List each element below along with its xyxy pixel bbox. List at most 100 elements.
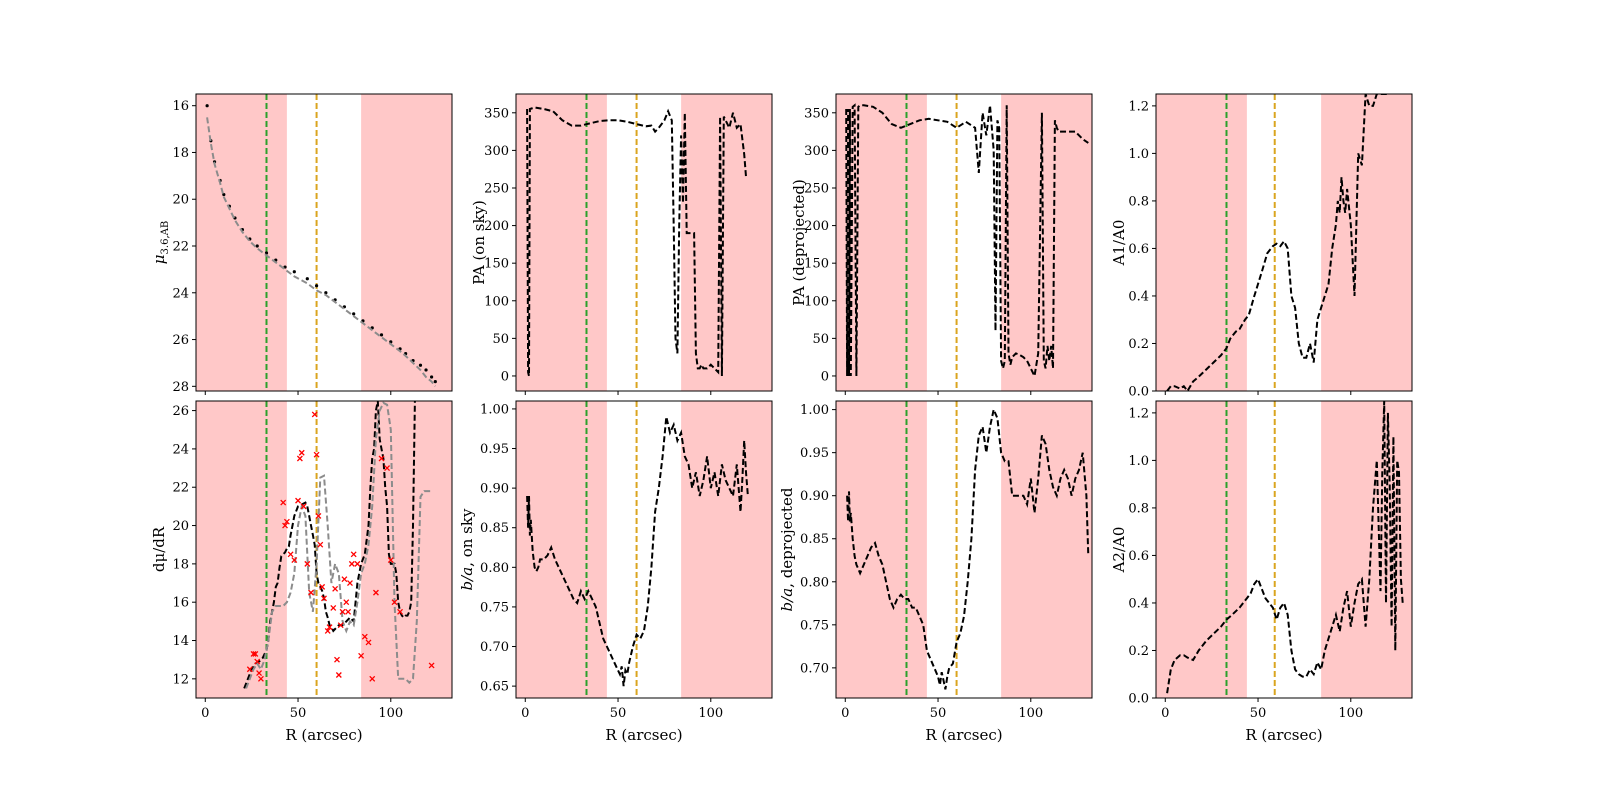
y-tick-label: 250 bbox=[804, 181, 829, 196]
y-tick-label: 0.75 bbox=[480, 600, 509, 615]
plot-frame bbox=[835, 93, 1093, 392]
marker-x bbox=[295, 497, 301, 504]
plot-frame bbox=[1155, 93, 1413, 392]
x-tick-label: 50 bbox=[610, 706, 627, 721]
x-axis-label: R (arcsec) bbox=[925, 726, 1002, 744]
marker-x bbox=[428, 662, 435, 669]
shaded-region-0 bbox=[196, 401, 287, 698]
y-axis-label: PA (on sky) bbox=[470, 200, 488, 285]
x-axis-label: R (arcsec) bbox=[605, 726, 682, 744]
data-point bbox=[418, 363, 423, 367]
marker-x bbox=[315, 513, 322, 519]
marker-x bbox=[326, 624, 333, 631]
x-tick-label: 50 bbox=[1250, 706, 1267, 721]
marker-x bbox=[311, 411, 318, 418]
marker-x bbox=[291, 557, 298, 563]
marker-x bbox=[335, 672, 342, 678]
marker-x bbox=[348, 560, 355, 567]
x-tick-label: 0 bbox=[521, 706, 529, 721]
y-tick-label: 14 bbox=[172, 634, 189, 649]
data-point bbox=[433, 380, 437, 384]
marker-x bbox=[332, 585, 339, 592]
panel-pa-deproj: 0 50 100 150 200 250 300 350 PA (deprojected) bbox=[790, 93, 1093, 395]
marker-x bbox=[257, 675, 264, 682]
marker-x bbox=[250, 650, 257, 657]
y-tick-label: 100 bbox=[804, 294, 829, 309]
plot-frame bbox=[515, 93, 773, 392]
y-tick-label: 0 bbox=[821, 369, 829, 384]
x-tick-label: 100 bbox=[698, 706, 723, 721]
y-axis-label: A2/A0 bbox=[1110, 527, 1128, 574]
series-line-gray bbox=[245, 401, 432, 689]
series-line-black bbox=[845, 103, 1089, 380]
shaded-region-1 bbox=[1001, 94, 1092, 391]
shaded-region-0 bbox=[836, 401, 927, 698]
y-tick-label: 0.4 bbox=[1128, 596, 1149, 611]
shaded-region-1 bbox=[1321, 94, 1412, 391]
marker-x bbox=[354, 560, 361, 567]
marker-x bbox=[384, 465, 391, 472]
y-tick-label: 1.00 bbox=[480, 402, 509, 417]
y-tick-label: 50 bbox=[812, 332, 829, 347]
series-line-black bbox=[1166, 94, 1388, 391]
data-point bbox=[352, 312, 356, 316]
series-line-black bbox=[526, 106, 747, 377]
y-tick-label: 0.95 bbox=[800, 446, 829, 461]
series-line-black bbox=[1166, 401, 1404, 694]
y-tick-label: 16 bbox=[172, 596, 189, 611]
y-tick-label: 0.85 bbox=[800, 532, 829, 547]
plot-frame bbox=[195, 400, 453, 699]
x-axis-label: R (arcsec) bbox=[285, 726, 362, 744]
y-tick-label: 0.65 bbox=[480, 680, 509, 695]
marker-x bbox=[397, 608, 404, 615]
marker-x bbox=[350, 551, 357, 558]
y-axis-label: μ3.6,AB bbox=[150, 221, 171, 264]
y-tick-label: 28 bbox=[172, 380, 189, 395]
x-tick-label: 50 bbox=[930, 706, 947, 721]
y-tick-label: 26 bbox=[172, 333, 189, 348]
marker-x bbox=[361, 633, 368, 640]
marker-x bbox=[300, 503, 307, 510]
y-tick-label: 0.70 bbox=[480, 640, 509, 655]
marker-x bbox=[365, 639, 372, 646]
y-tick-label: 250 bbox=[484, 181, 509, 196]
marker-x bbox=[358, 652, 365, 659]
x-axis-label: R (arcsec) bbox=[1245, 726, 1322, 744]
marker-x bbox=[313, 451, 320, 458]
y-tick-label: 0.95 bbox=[480, 442, 509, 457]
y-tick-label: 0 bbox=[501, 369, 509, 384]
x-tick-label: 100 bbox=[1338, 706, 1363, 721]
panel-ba-deproj: 0 50 100 0.70 0.75 0.80 0.85 0.90 0.95 1.00 b/a, d… bbox=[778, 400, 1093, 744]
y-axis-label: b/a, deprojected bbox=[778, 487, 796, 611]
shaded-region-1 bbox=[1321, 401, 1412, 698]
y-tick-label: 0.80 bbox=[480, 561, 509, 576]
data-point bbox=[379, 333, 384, 337]
panel-a2-a0: 0 50 100 0.0 0.2 0.4 0.6 0.8 1.0 1.2 A2/A0 R (arcse… bbox=[1110, 400, 1413, 744]
y-tick-label: 0.0 bbox=[1128, 385, 1149, 400]
y-axis-label: PA (deprojected) bbox=[790, 179, 808, 306]
y-tick-label: 24 bbox=[172, 286, 189, 301]
marker-x bbox=[319, 583, 326, 590]
data-point bbox=[305, 277, 309, 281]
marker-x bbox=[343, 599, 350, 606]
data-point bbox=[222, 192, 226, 197]
marker-x bbox=[378, 455, 385, 462]
marker-x bbox=[317, 541, 324, 548]
y-tick-label: 16 bbox=[172, 99, 189, 114]
shaded-region-1 bbox=[681, 401, 772, 698]
marker-x bbox=[280, 499, 287, 506]
y-tick-label: 0.75 bbox=[800, 618, 829, 633]
data-point bbox=[205, 104, 209, 108]
y-tick-label: 18 bbox=[172, 146, 189, 161]
data-point bbox=[314, 284, 319, 288]
marker-x bbox=[341, 576, 348, 583]
marker-x bbox=[246, 666, 253, 673]
y-tick-label: 26 bbox=[172, 404, 189, 419]
plot-frame bbox=[195, 93, 453, 392]
marker-x bbox=[287, 551, 294, 558]
y-tick-label: 1.0 bbox=[1128, 454, 1149, 469]
y-tick-label: 100 bbox=[484, 294, 509, 309]
marker-x bbox=[347, 580, 353, 586]
y-tick-label: 18 bbox=[172, 557, 189, 572]
marker-x bbox=[308, 589, 314, 596]
